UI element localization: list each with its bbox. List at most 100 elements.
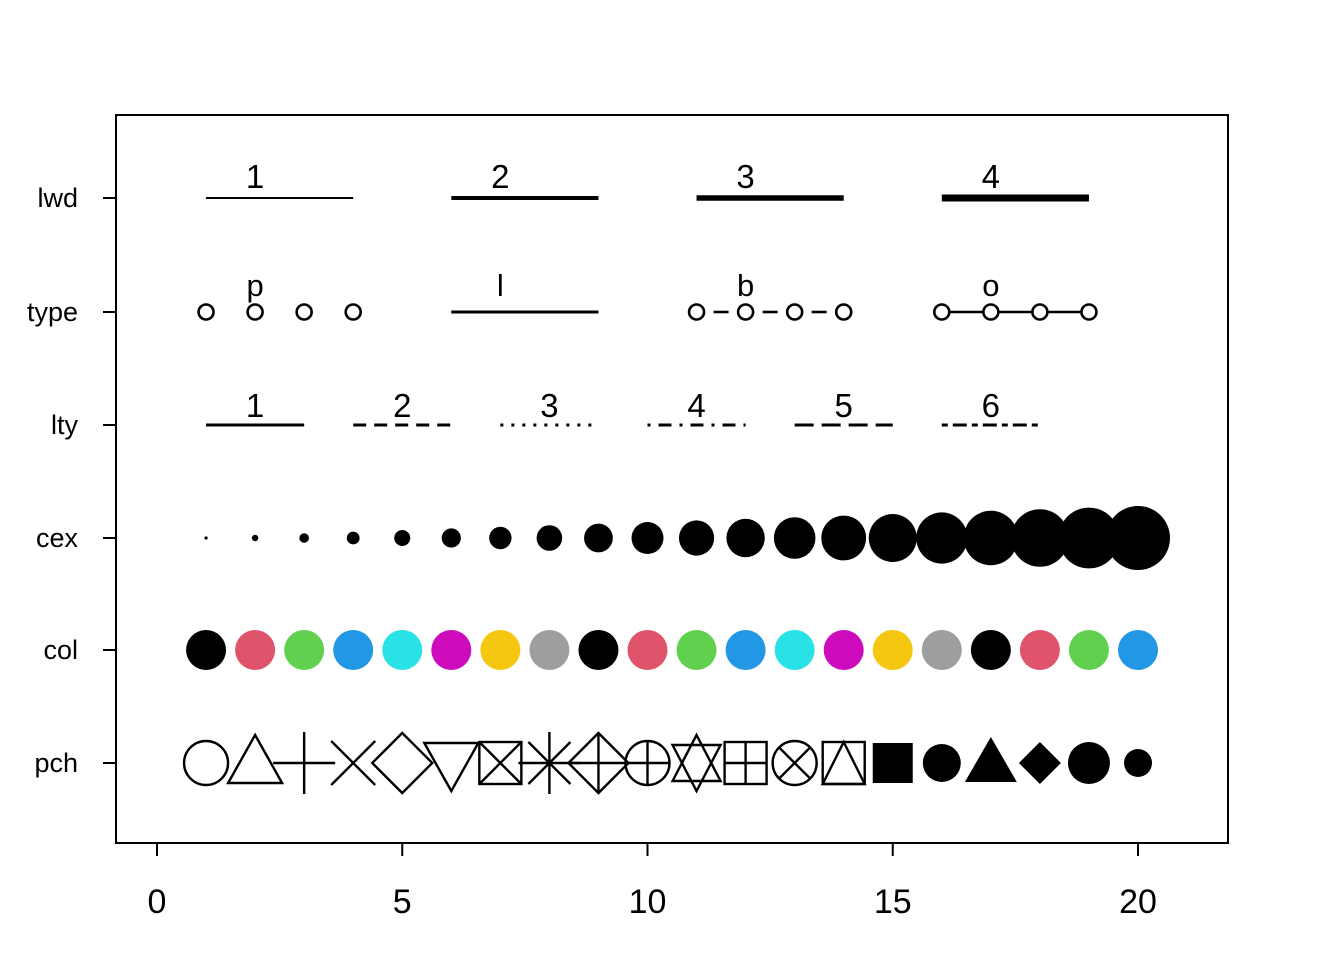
- y-axis-label-cex: cex: [36, 523, 79, 553]
- type-label-p: p: [246, 268, 263, 303]
- shape: [670, 732, 723, 783]
- y-axis-label-pch: pch: [34, 748, 78, 778]
- type-p-point: [295, 303, 313, 321]
- col-point-10: [627, 630, 668, 670]
- pch-symbol-9-diamond-with-plus: [566, 731, 631, 795]
- shape: [1018, 742, 1061, 784]
- col-point-8: [529, 630, 570, 670]
- shape: [1067, 742, 1110, 784]
- type-o-point: [982, 303, 1000, 321]
- cex-point-0.8: [346, 531, 360, 545]
- lwd-label-4: 4: [982, 158, 1000, 195]
- type-o-point: [1031, 303, 1049, 321]
- shape: [422, 741, 481, 794]
- shape: [922, 744, 961, 782]
- col-point-20: [1118, 630, 1158, 670]
- lty-label-5: 5: [835, 387, 853, 424]
- shape: [478, 741, 523, 785]
- type-b-point: [736, 303, 755, 321]
- shape: [777, 746, 812, 780]
- type-label-o: o: [982, 268, 999, 303]
- type-b-point: [785, 303, 804, 321]
- pch-symbol-3-plus: [273, 732, 336, 794]
- cex-point-4.0: [1106, 506, 1170, 570]
- col-point-13: [774, 630, 815, 670]
- type-o-point: [1080, 303, 1098, 321]
- cex-point-3.4: [963, 510, 1019, 566]
- type-label-b: b: [737, 268, 754, 303]
- lty-label-3: 3: [540, 387, 558, 424]
- type-p-point: [246, 303, 264, 321]
- y-axis-label-col: col: [43, 635, 78, 665]
- shape: [226, 732, 285, 785]
- lwd-label-1: 1: [246, 158, 264, 195]
- pch-symbol-13-circle-with-cross: [771, 739, 818, 787]
- pch-symbol-12-square-with-plus: [723, 740, 768, 786]
- cex-point-1.2: [441, 528, 461, 548]
- type-o-point: [932, 303, 951, 321]
- pch-symbol-7-square-with-cross: [478, 740, 523, 786]
- shape: [771, 739, 818, 787]
- x-axis-tick-label: 0: [148, 883, 167, 921]
- shape: [670, 743, 723, 794]
- cex-point-3.2: [916, 512, 968, 564]
- lty-label-4: 4: [687, 387, 705, 424]
- col-point-11: [676, 630, 717, 670]
- cex-point-2.6: [773, 517, 816, 559]
- cex-point-0.4: [251, 534, 259, 542]
- type-label-l: l: [497, 268, 504, 303]
- shape: [370, 731, 434, 795]
- pch-symbol-2-open-triangle-up: [226, 732, 285, 785]
- col-point-15: [872, 630, 913, 670]
- lty-label-2: 2: [393, 387, 411, 424]
- shape: [964, 737, 1017, 782]
- pch-symbol-14-square-with-triangle: [820, 739, 867, 786]
- cex-point-3.0: [868, 514, 917, 562]
- lty-label-6: 6: [982, 387, 1000, 424]
- cex-point-0.6: [299, 533, 309, 543]
- col-point-4: [333, 630, 374, 670]
- pch-symbol-1-open-circle: [182, 739, 230, 787]
- pch-symbol-18-filled-diamond: [1018, 742, 1061, 784]
- cex-point-0.2: [204, 536, 208, 540]
- type-p-point: [344, 303, 363, 321]
- x-axis-tick-label: 20: [1119, 883, 1157, 921]
- pch-symbol-10-circle-with-plus: [624, 739, 671, 787]
- cex-point-2.2: [678, 520, 715, 556]
- lty-label-1: 1: [246, 387, 264, 424]
- type-p-point: [197, 303, 215, 321]
- cex-point-2.4: [726, 518, 765, 558]
- cex-point-2.0: [631, 522, 664, 554]
- y-axis-label-lwd: lwd: [37, 183, 78, 213]
- shape: [821, 740, 866, 786]
- cex-point-1.0: [394, 530, 411, 546]
- shape: [872, 743, 913, 783]
- pch-symbol-20-bullet: [1124, 749, 1152, 777]
- pch-symbol-19-solid-circle: [1067, 742, 1110, 784]
- pch-symbol-16-filled-circle: [922, 744, 961, 782]
- cex-point-3.6: [1011, 509, 1069, 567]
- col-point-7: [480, 630, 521, 670]
- col-point-5: [382, 630, 423, 670]
- cex-point-3.8: [1058, 507, 1120, 569]
- col-point-12: [725, 630, 766, 670]
- col-point-2: [235, 630, 276, 670]
- shape: [820, 739, 867, 786]
- cex-point-1.6: [536, 525, 563, 551]
- lwd-label-3: 3: [736, 158, 754, 195]
- cex-point-1.8: [584, 523, 613, 553]
- x-axis-tick-label: 5: [393, 883, 412, 921]
- x-axis-tick-label: 15: [874, 883, 912, 921]
- type-b-point: [834, 303, 853, 321]
- col-point-6: [431, 630, 472, 670]
- col-point-17: [970, 630, 1011, 670]
- y-axis-label-type: type: [27, 297, 78, 327]
- shape: [1124, 749, 1152, 777]
- cex-point-2.8: [821, 515, 867, 561]
- shape: [330, 740, 377, 786]
- pch-symbol-17-filled-triangle-up: [964, 737, 1017, 782]
- col-point-19: [1068, 630, 1109, 670]
- pch-symbol-6-open-triangle-down: [422, 741, 481, 794]
- x-axis-tick-label: 10: [629, 883, 667, 921]
- col-point-1: [186, 630, 227, 670]
